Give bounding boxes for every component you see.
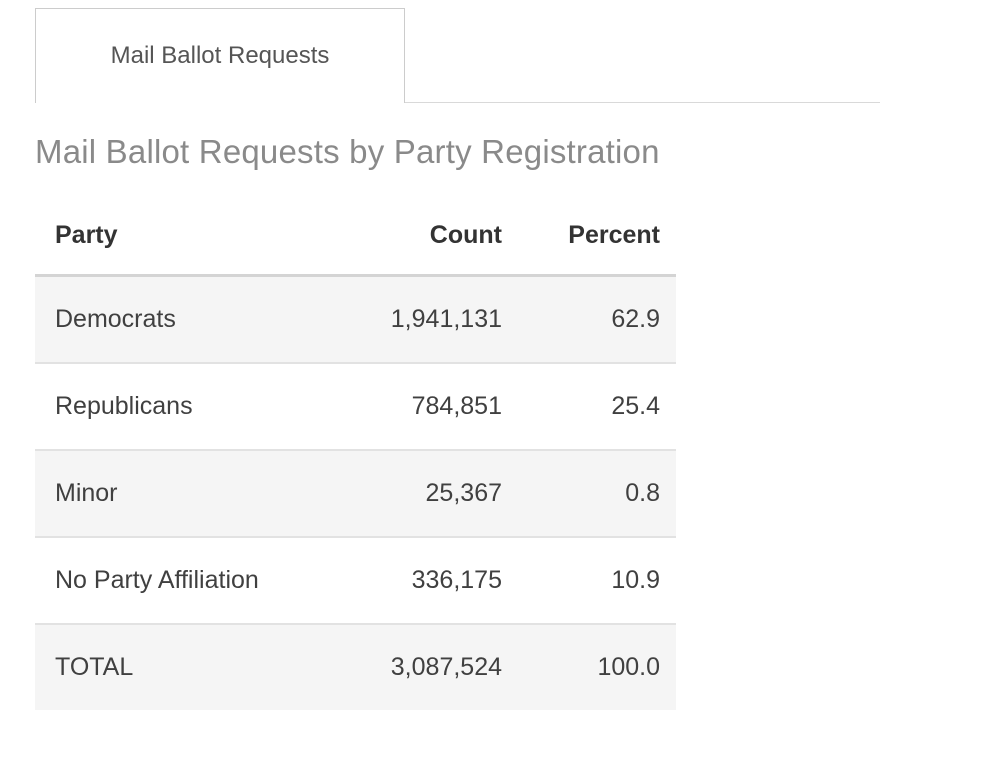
column-header-party: Party: [35, 207, 315, 277]
table-body: Democrats 1,941,131 62.9 Republicans 784…: [35, 275, 676, 710]
count-cell: 3,087,524: [315, 623, 502, 710]
tab-bar-baseline: [405, 8, 880, 103]
percent-cell: 0.8: [502, 449, 676, 537]
column-header-percent: Percent: [502, 207, 676, 277]
table-header-row: Party Count Percent: [35, 207, 676, 277]
table-row-total: TOTAL 3,087,524 100.0: [35, 623, 676, 710]
count-cell: 1,941,131: [390, 305, 502, 333]
page-title: Mail Ballot Requests by Party Registrati…: [35, 133, 660, 170]
count-cell: 336,175: [315, 536, 502, 624]
percent-cell: 25.4: [502, 362, 676, 450]
table-header: Party Count Percent: [35, 207, 676, 277]
table-row: No Party Affiliation 336,175 10.9: [35, 536, 676, 624]
party-cell: No Party Affiliation: [35, 536, 315, 624]
party-cell: Minor: [35, 449, 315, 537]
percent-cell: 10.9: [502, 536, 676, 624]
percent-cell: 62.9: [611, 305, 660, 333]
tab-label: Mail Ballot Requests: [110, 42, 330, 69]
tab-bar: Mail Ballot Requests: [35, 8, 880, 103]
party-registration-table: Party Count Percent Democrats 1,941,131 …: [35, 207, 676, 710]
party-cell: TOTAL: [35, 623, 315, 710]
table-row: Republicans 784,851 25.4: [35, 362, 676, 450]
table-row: Democrats 1,941,131 62.9: [35, 275, 676, 363]
percent-cell: 100.0: [502, 623, 676, 710]
page-content: Mail Ballot Requests Mail Ballot Request…: [35, 8, 880, 710]
column-header-count: Count: [315, 207, 502, 277]
count-cell: 784,851: [315, 362, 502, 450]
table-row: Minor 25,367 0.8: [35, 449, 676, 537]
tab-mail-ballot-requests[interactable]: Mail Ballot Requests: [35, 8, 405, 103]
party-cell: Republicans: [35, 362, 315, 450]
count-cell: 25,367: [315, 449, 502, 537]
party-cell: Democrats: [55, 305, 176, 333]
